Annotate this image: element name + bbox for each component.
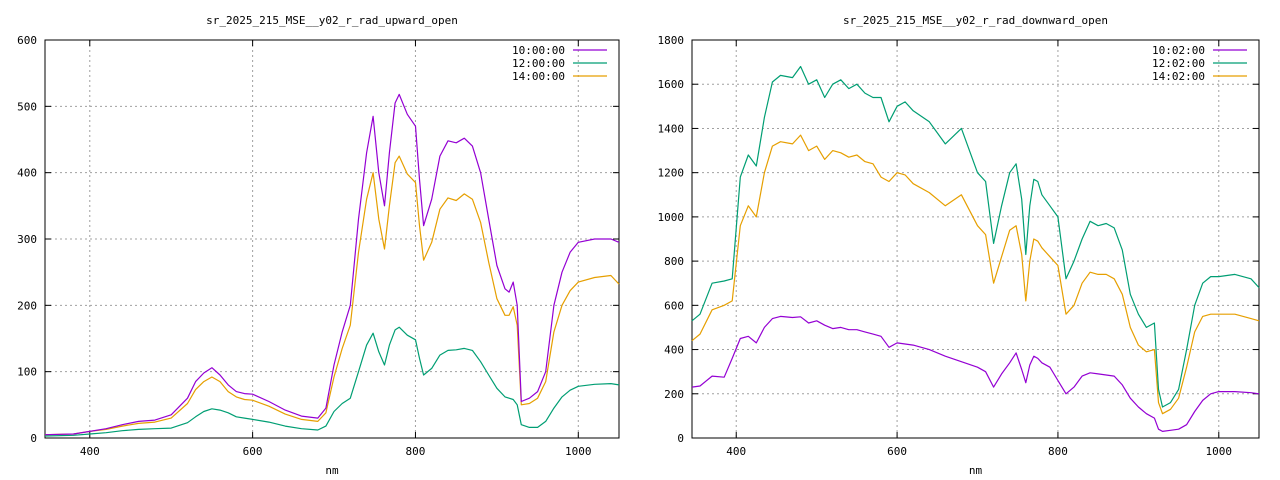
- y-tick-label: 0: [677, 432, 684, 445]
- y-tick-label: 1200: [658, 167, 685, 180]
- x-tick-label: 400: [726, 445, 746, 458]
- plot-frame: [691, 39, 1260, 439]
- y-tick-label: 800: [664, 255, 684, 268]
- y-tick-label: 1000: [658, 211, 685, 224]
- x-tick-label: 1000: [1206, 445, 1233, 458]
- y-tick-label: 300: [17, 233, 37, 246]
- legend-label: 10:00:00: [512, 44, 565, 57]
- x-tick-label: 800: [1048, 445, 1068, 458]
- chart-2: sr_2025_215_MSE__y02_r_rad_downward_open…: [658, 14, 1260, 477]
- x-tick-label: 400: [80, 445, 100, 458]
- x-axis-label: nm: [325, 464, 339, 477]
- y-tick-label: 200: [664, 388, 684, 401]
- series-line-10-02-00: [691, 315, 1260, 432]
- legend-label: 14:02:00: [1152, 70, 1205, 83]
- legend-label: 14:00:00: [512, 70, 565, 83]
- y-tick-label: 0: [30, 432, 37, 445]
- series-line-12-02-00: [691, 65, 1260, 408]
- y-tick-label: 200: [17, 299, 37, 312]
- legend-label: 12:02:00: [1152, 57, 1205, 70]
- series-line-10-00-00: [44, 93, 620, 436]
- legend-label: 10:02:00: [1152, 44, 1205, 57]
- x-tick-label: 800: [406, 445, 426, 458]
- chart-title: sr_2025_215_MSE__y02_r_rad_upward_open: [206, 14, 458, 27]
- y-tick-label: 100: [17, 366, 37, 379]
- x-tick-label: 600: [887, 445, 907, 458]
- y-tick-label: 400: [17, 167, 37, 180]
- y-tick-label: 400: [664, 344, 684, 357]
- x-axis-label: nm: [969, 464, 983, 477]
- y-tick-label: 600: [664, 299, 684, 312]
- x-tick-label: 600: [243, 445, 263, 458]
- x-tick-label: 1000: [565, 445, 592, 458]
- y-tick-label: 1800: [658, 34, 685, 47]
- series-line-12-00-00: [44, 326, 620, 437]
- legend-label: 12:00:00: [512, 57, 565, 70]
- chart-1: sr_2025_215_MSE__y02_r_rad_upward_open 40…: [17, 14, 620, 477]
- series-line-14-00-00: [44, 155, 620, 436]
- series-line-14-02-00: [691, 134, 1260, 415]
- y-tick-label: 1600: [658, 78, 685, 91]
- y-tick-label: 600: [17, 34, 37, 47]
- chart-title: sr_2025_215_MSE__y02_r_rad_downward_open: [843, 14, 1108, 27]
- y-tick-label: 500: [17, 100, 37, 113]
- y-tick-label: 1400: [658, 122, 685, 135]
